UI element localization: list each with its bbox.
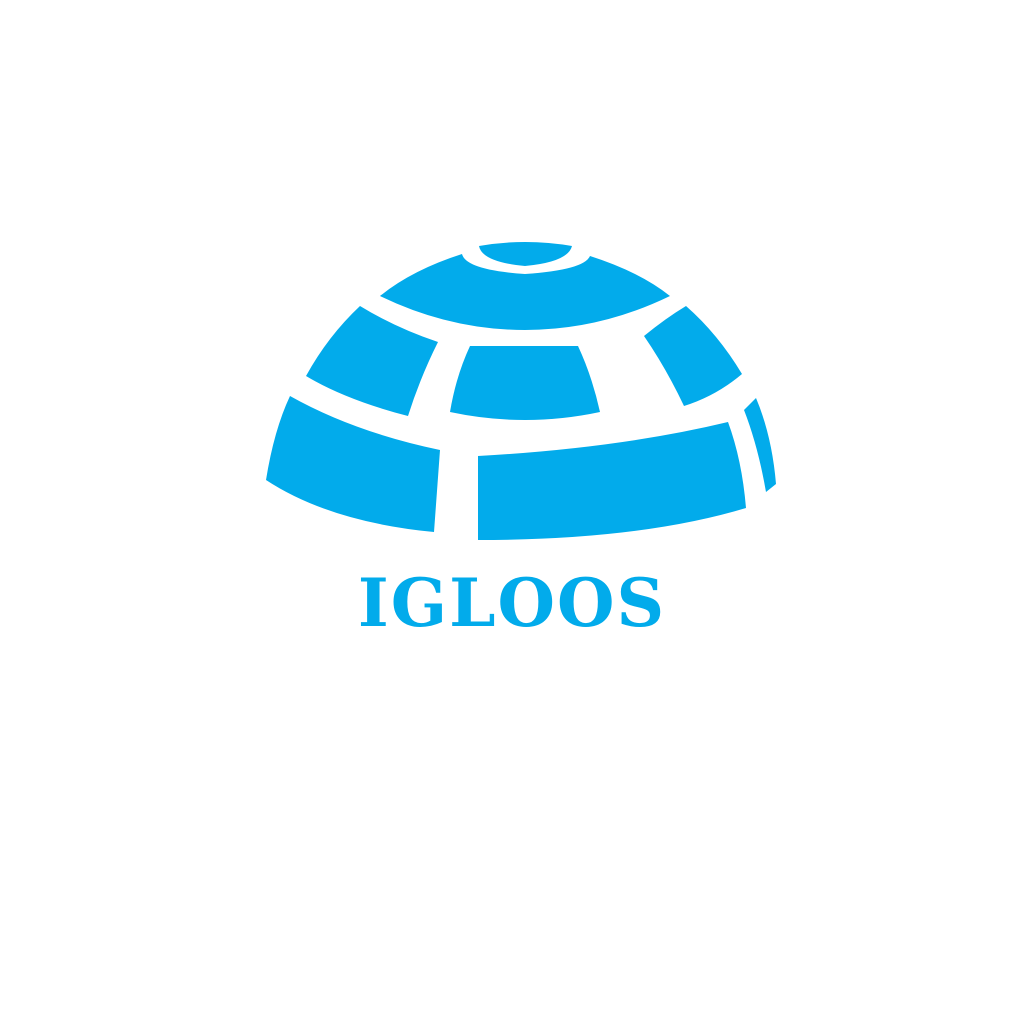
igloo-lower-left-block (266, 396, 440, 532)
igloo-middle-center-block (450, 346, 600, 420)
igloo-middle-right-block (644, 306, 742, 406)
igloo-middle-left-block (306, 306, 438, 416)
igloo-top-cap (479, 242, 572, 266)
igloo-lower-center-block (478, 422, 746, 540)
brand-name: IGLOOS (0, 568, 1024, 638)
igloo-lower-right-block (744, 398, 776, 492)
